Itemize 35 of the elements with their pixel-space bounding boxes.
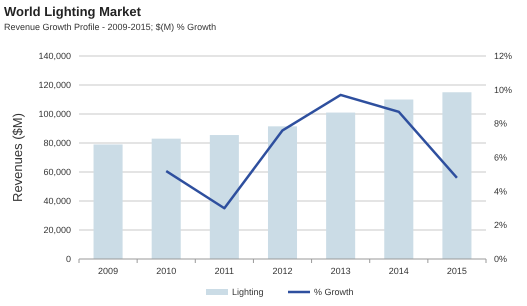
y-tick-label: 80,000: [43, 138, 71, 148]
bar: [268, 126, 298, 259]
y-tick-label: 20,000: [43, 225, 71, 235]
line-series: [164, 94, 458, 210]
y2-tick-label: 6%: [494, 152, 508, 162]
y2-tick-label: 10%: [494, 84, 512, 95]
bar: [442, 92, 472, 259]
bar: [94, 144, 123, 259]
y-axis-title: Revenues ($M): [10, 113, 25, 202]
y-tick-label: 60,000: [43, 167, 71, 177]
y2-tick-label: 0%: [494, 254, 508, 264]
x-tick-label: 2010: [156, 266, 176, 276]
x-tick-label: 2015: [446, 266, 467, 276]
bar: [384, 100, 414, 259]
y2-tick-label: 12%: [494, 51, 512, 61]
y-tick-label: 0: [66, 254, 71, 264]
x-tick-label: 2014: [388, 266, 409, 276]
chart-subtitle: Revenue Growth Profile - 2009-2015; $(M) % Growth: [4, 22, 216, 32]
y-tick-label: 120,000: [38, 80, 71, 90]
y2-tick-label: 2%: [494, 220, 508, 230]
x-tick-label: 2011: [214, 266, 234, 276]
bar: [152, 138, 181, 259]
x-tick-label: 2013: [330, 266, 351, 276]
x-tick-label: 2012: [272, 266, 293, 276]
y2-tick-label: 4%: [494, 186, 508, 196]
legend-label: % Growth: [314, 287, 354, 297]
y-tick-label: 140,000: [38, 51, 71, 61]
y-tick-label: 40,000: [43, 196, 71, 206]
bar: [326, 112, 356, 259]
x-tick-label: 2009: [98, 266, 118, 276]
chart-title: World Lighting Market: [4, 4, 142, 19]
y2-tick-label: 8%: [494, 118, 508, 129]
bar: [210, 135, 239, 259]
legend-label: Lighting: [232, 287, 264, 297]
y-tick-label: 100,000: [38, 109, 71, 119]
